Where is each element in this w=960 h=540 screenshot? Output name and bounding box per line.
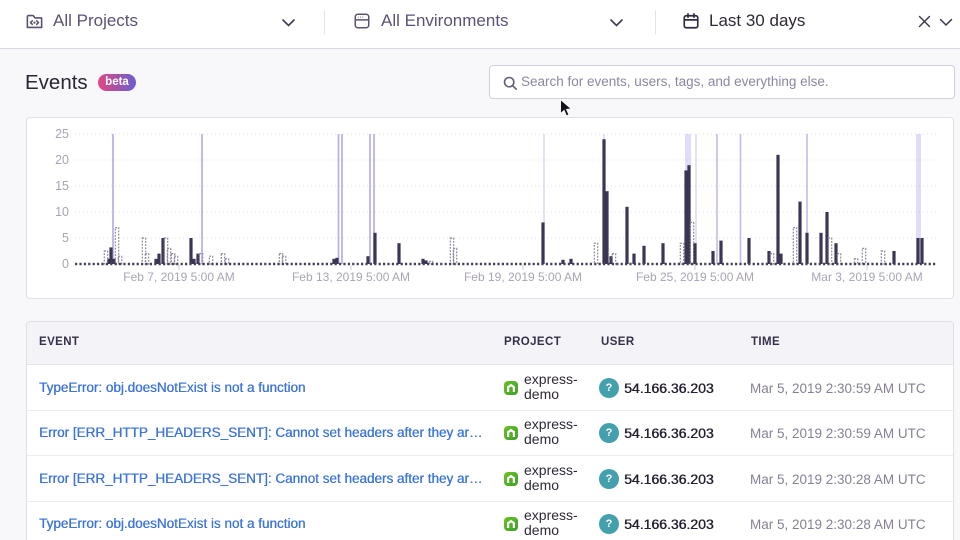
svg-text:25: 25: [55, 127, 69, 141]
svg-text:Feb 25, 2019 5:00 AM: Feb 25, 2019 5:00 AM: [636, 270, 754, 284]
svg-text:0: 0: [62, 257, 69, 271]
svg-text:10: 10: [55, 205, 69, 219]
svg-text:Feb 7, 2019 5:00 AM: Feb 7, 2019 5:00 AM: [123, 270, 234, 284]
svg-text:5: 5: [62, 231, 69, 245]
svg-text:Feb 13, 2019 5:00 AM: Feb 13, 2019 5:00 AM: [292, 270, 410, 284]
svg-text:Feb 19, 2019 5:00 AM: Feb 19, 2019 5:00 AM: [464, 270, 582, 284]
svg-text:15: 15: [55, 179, 69, 193]
svg-text:Mar 3, 2019 5:00 AM: Mar 3, 2019 5:00 AM: [811, 270, 922, 284]
svg-text:20: 20: [55, 153, 69, 167]
